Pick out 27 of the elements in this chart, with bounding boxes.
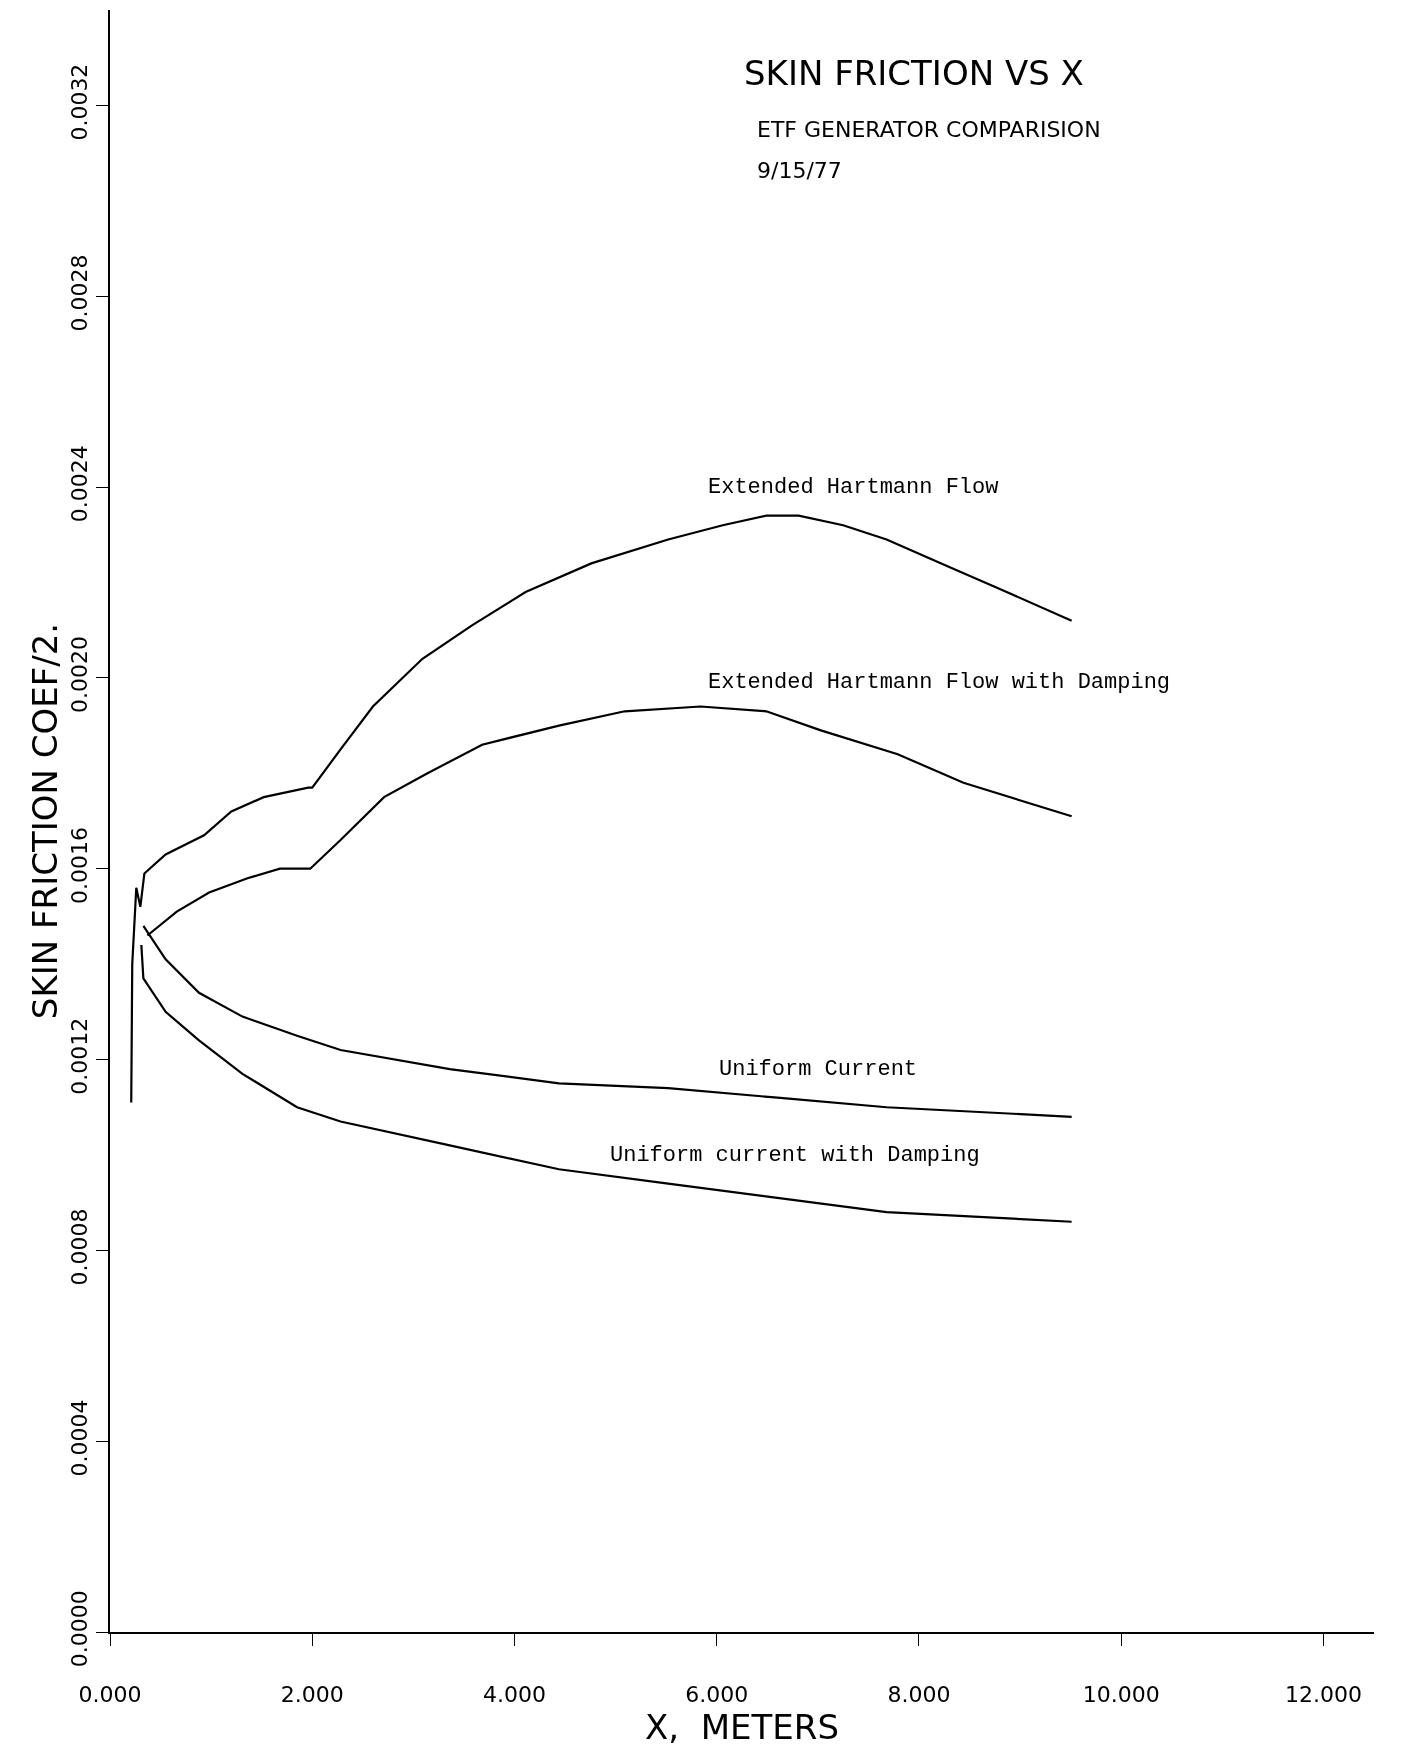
x-tick-label: 2.000 [280,1682,344,1708]
y-tick-label: 0.0024 [67,445,93,523]
x-tick-label: 0.000 [78,1682,142,1708]
y-tick-label: 0.0004 [67,1399,93,1477]
line-series [140,943,1073,1223]
series-label: Extended Hartmann Flow [708,475,999,500]
series-label: Uniform Current [719,1057,918,1082]
series-label: Uniform current with Damping [610,1143,980,1168]
x-tick-label: 4.000 [482,1682,546,1708]
x-tick-label: 12.000 [1284,1682,1362,1708]
x-tick-label: 10.000 [1082,1682,1160,1708]
x-tick-label: 8.000 [887,1682,951,1708]
x-tick-label: 6.000 [685,1682,749,1708]
y-tick-label: 0.0008 [67,1208,93,1286]
series-label: Extended Hartmann Flow with Damping [708,670,1171,695]
y-tick-label: 0.0012 [67,1017,93,1095]
x-axis-title: X, METERS [645,1707,839,1748]
y-tick-label: 0.0020 [67,636,93,714]
y-tick-label: 0.0000 [67,1590,93,1668]
annotation: 9/15/77 [757,158,842,183]
y-tick-label: 0.0028 [67,254,93,332]
text: SKIN FRICTION VS X [744,53,1084,93]
y-tick-label: 0.0032 [67,63,93,141]
text: ETF GENERATOR COMPARISION [757,117,1101,142]
y-axis-title: SKIN FRICTION COEF/2. [24,622,65,1020]
line-series [130,514,1073,1104]
y-tick-label: 0.0016 [67,826,93,904]
